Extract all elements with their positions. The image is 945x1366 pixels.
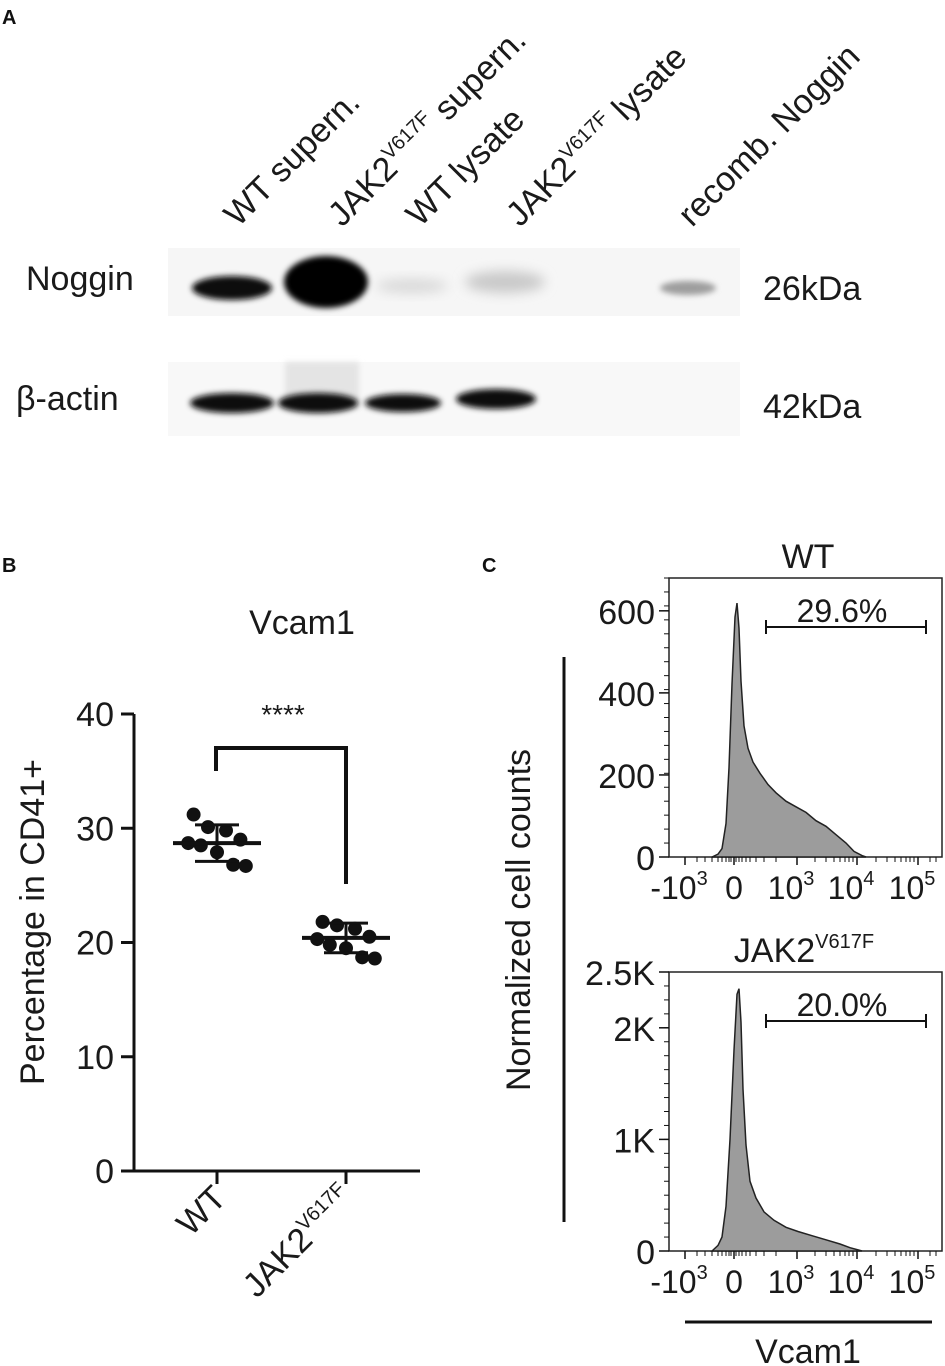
data-point: [219, 823, 233, 838]
x-tick-label: 104: [828, 1262, 875, 1300]
y-tick-label: 2K: [613, 1011, 655, 1049]
y-ticks: 0 10 20 30 40: [76, 696, 134, 1191]
lane-label: JAK2V617F lysate: [498, 37, 694, 233]
y-ticks: 0 200 400 600: [598, 577, 669, 878]
data-point: [193, 838, 208, 853]
chart-b: 0 10 20 30 40 **** WT JAK2V617F: [76, 696, 420, 1305]
band: [284, 256, 368, 308]
histogram-title: WT: [782, 538, 835, 576]
data-point: [348, 921, 362, 936]
chart-b-title: Vcam1: [249, 604, 355, 642]
band: [376, 279, 448, 293]
y-tick-label: 1K: [613, 1122, 655, 1160]
row-label-noggin: Noggin: [26, 260, 134, 298]
blot-actin: [168, 362, 740, 436]
band: [660, 281, 716, 295]
y-tick-label: 30: [76, 810, 114, 848]
y-tick-label: 20: [76, 925, 114, 963]
lane-label: recomb. Noggin: [671, 37, 868, 234]
data-point: [322, 937, 337, 952]
gate: 29.6%: [765, 593, 927, 634]
data-groups: [173, 807, 390, 966]
panel-b-letter: B: [2, 555, 16, 577]
panel-c-letter: C: [482, 555, 496, 577]
row-label-actin: β-actin: [16, 380, 119, 418]
size-label-actin: 42kDa: [763, 388, 861, 426]
chart-c-xlabel: Vcam1: [755, 1333, 861, 1366]
x-ticks: -103 0 103 104 105: [650, 1251, 937, 1300]
x-tick-label: JAK2V617F: [235, 1178, 362, 1305]
x-tick-label: WT: [169, 1179, 233, 1243]
x-tick-label: -103: [650, 868, 707, 906]
histogram-curve: [711, 602, 867, 858]
y-tick-label: 40: [76, 696, 114, 734]
band: [190, 393, 274, 413]
x-tick-label: 105: [889, 868, 936, 906]
significance-bracket: [214, 746, 348, 884]
significance-label: ****: [261, 699, 305, 730]
y-tick-label: 600: [598, 594, 655, 632]
data-point: [186, 807, 201, 822]
y-tick-label: 0: [636, 1234, 655, 1272]
gate-label: 20.0%: [797, 987, 888, 1023]
x-tick-label: -103: [650, 1262, 707, 1300]
group-1: [302, 914, 390, 966]
band: [278, 393, 358, 413]
data-point: [367, 951, 382, 966]
y-tick-label: 2.5K: [585, 955, 655, 993]
gate-label: 29.6%: [797, 593, 888, 629]
x-tick-label: 104: [828, 868, 875, 906]
y-tick-label: 0: [636, 840, 655, 878]
x-tick-label: 103: [768, 1262, 815, 1300]
y-tick-label: 10: [76, 1039, 114, 1077]
y-tick-label: 400: [598, 676, 655, 714]
x-tick-label: 0: [725, 870, 743, 906]
data-point: [201, 820, 215, 835]
band: [192, 276, 272, 300]
y-tick-label: 200: [598, 758, 655, 796]
data-point: [330, 918, 344, 933]
lane-labels: WT supern. JAK2V617F supern. WT lysate J…: [217, 21, 868, 234]
histogram-curve: [710, 988, 863, 1252]
x-tick-label: 0: [725, 1264, 743, 1300]
y-tick-label: 0: [95, 1153, 114, 1191]
data-point: [238, 858, 253, 873]
size-label-noggin: 26kDa: [763, 270, 861, 308]
x-tick-label: 103: [768, 868, 815, 906]
blot-noggin: [168, 248, 740, 316]
chart-b-ylabel: Percentage in CD41+: [14, 759, 52, 1085]
chart-c-ylabel: Normalized cell counts: [500, 749, 538, 1091]
x-ticks: -103 0 103 104 105: [650, 857, 937, 906]
band: [365, 394, 441, 412]
x-tick-label: 105: [889, 1262, 936, 1300]
panel-a-letter: A: [2, 7, 16, 29]
y-ticks: 0 1K 2K 2.5K: [585, 955, 669, 1272]
gate: 20.0%: [765, 987, 927, 1028]
band: [456, 389, 536, 409]
data-point: [315, 914, 330, 929]
group-0: [173, 807, 261, 873]
histogram-title: JAK2V617F: [734, 931, 874, 970]
band: [465, 271, 545, 293]
